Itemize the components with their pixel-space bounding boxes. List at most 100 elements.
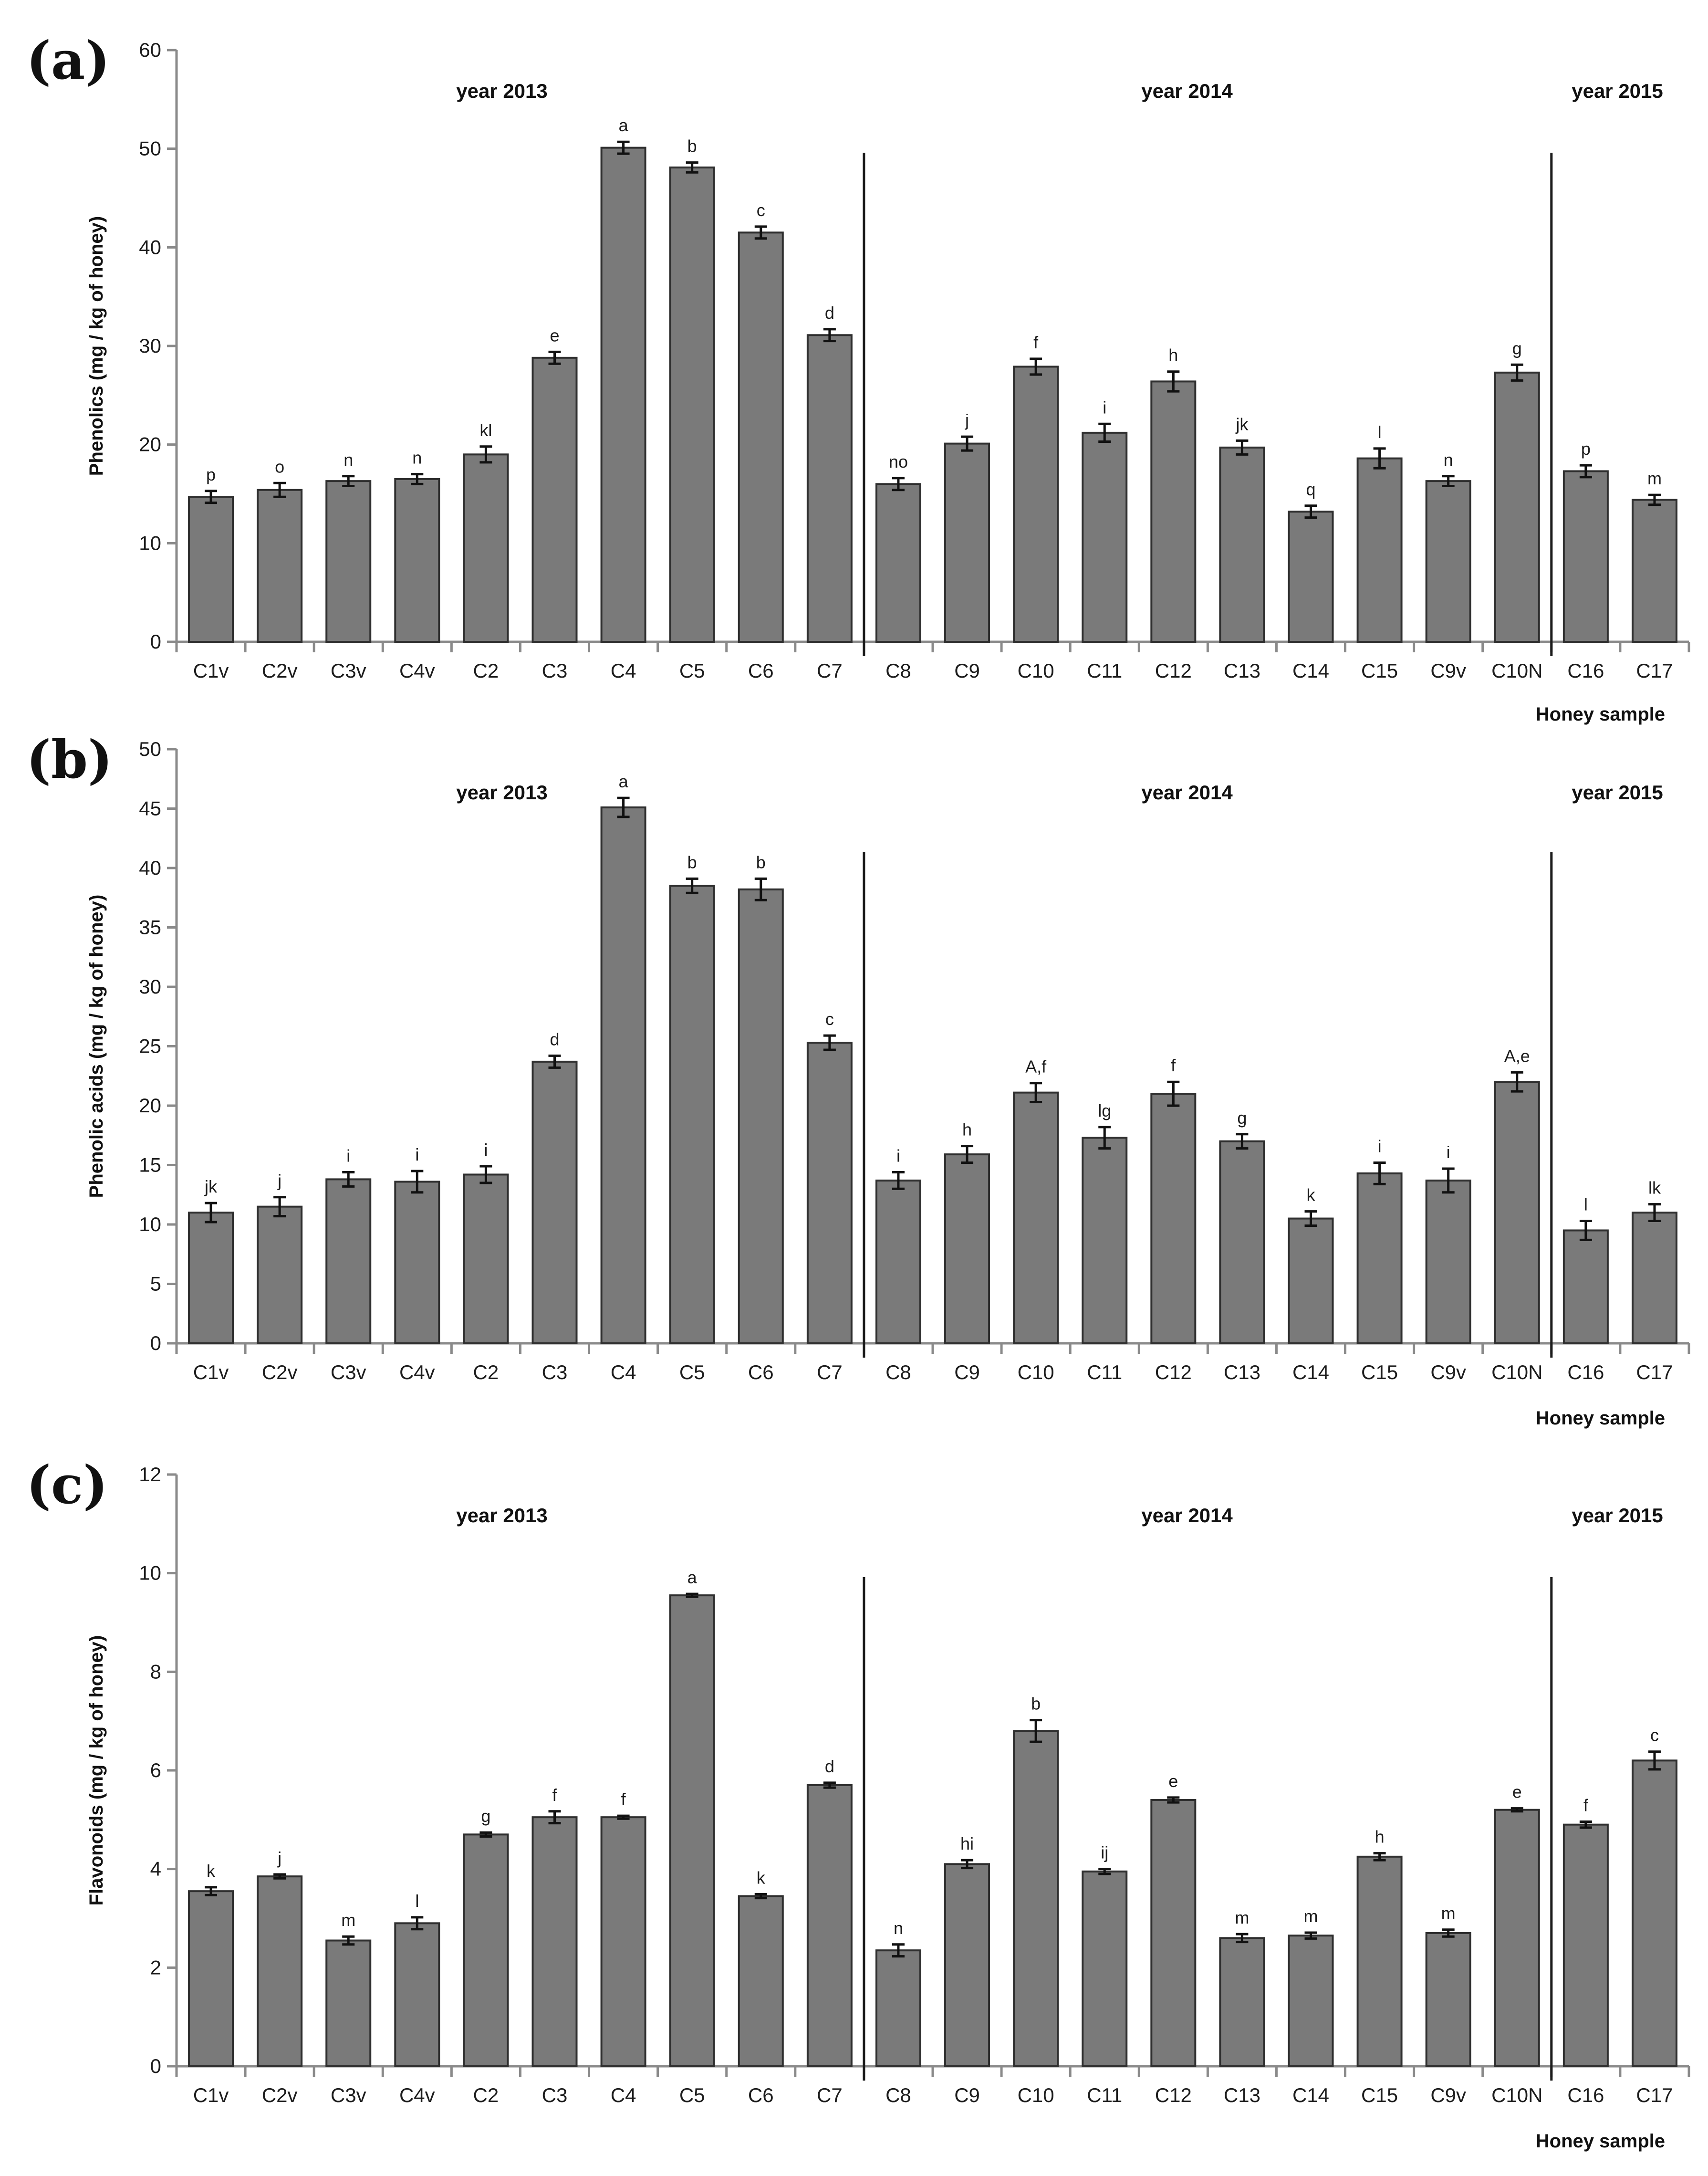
- significance-letter: no: [889, 452, 908, 471]
- significance-letter: n: [894, 1918, 903, 1938]
- bar-C16: [1562, 470, 1609, 643]
- y-tick-label: 4: [150, 1858, 161, 1880]
- bar-C13: [1219, 1140, 1265, 1344]
- x-axis-title: Honey sample: [1536, 1408, 1665, 1429]
- significance-letter: g: [1237, 1108, 1247, 1128]
- significance-letter: lk: [1648, 1178, 1661, 1198]
- significance-letter: kl: [479, 420, 492, 440]
- significance-letter: f: [552, 1785, 557, 1805]
- year-label: year 2014: [1141, 781, 1233, 804]
- significance-letter: g: [481, 1806, 490, 1826]
- x-tick-label: C3: [542, 2084, 568, 2106]
- y-tick-label: 60: [139, 39, 161, 61]
- bar-C3: [531, 1060, 578, 1345]
- y-tick-label: 30: [139, 975, 161, 998]
- bar-C11: [1082, 431, 1128, 643]
- panel-label: (b): [26, 729, 113, 790]
- bar-C15: [1356, 457, 1403, 643]
- x-tick-label: C14: [1292, 659, 1329, 682]
- bar-C13: [1219, 1937, 1265, 2067]
- x-tick-label: C3: [542, 659, 568, 682]
- x-tick-label: C17: [1636, 659, 1673, 682]
- x-tick-label: C1v: [193, 659, 229, 682]
- significance-letter: a: [619, 115, 629, 135]
- significance-letter: hi: [960, 1834, 974, 1853]
- year-label: year 2015: [1572, 781, 1663, 804]
- year-label: year 2013: [456, 781, 548, 804]
- significance-letter: m: [1647, 469, 1662, 488]
- y-axis-title: Phenolics (mg / kg of honey): [86, 216, 107, 476]
- x-tick-label: C5: [679, 2084, 705, 2106]
- significance-letter: k: [207, 1861, 216, 1881]
- bar-C1v: [188, 496, 234, 643]
- x-tick-label: C5: [679, 659, 705, 682]
- bar-C3v: [325, 480, 372, 643]
- year-label: year 2015: [1572, 80, 1663, 102]
- significance-letter: h: [1375, 1827, 1385, 1847]
- bar-C1v: [188, 1212, 234, 1345]
- bar-C8: [875, 483, 921, 643]
- bar-C9v: [1425, 480, 1471, 643]
- significance-letter: j: [277, 1171, 281, 1191]
- significance-letter: p: [1581, 439, 1591, 459]
- panel-label: (a): [26, 30, 110, 91]
- y-tick-label: 0: [150, 2055, 161, 2077]
- x-tick-label: C16: [1567, 2084, 1604, 2106]
- significance-letter: jk: [204, 1177, 218, 1196]
- bar-C4v: [394, 1922, 440, 2067]
- y-tick-label: 15: [139, 1154, 161, 1176]
- chart-panel-a: (a) 0 10 20 30 40 50 60 year 2013 year 2014 year 2…: [26, 30, 1690, 725]
- x-tick-label: C3v: [331, 659, 366, 682]
- x-tick-label: C4: [611, 1361, 636, 1383]
- bar-C3: [531, 356, 578, 643]
- significance-letter: jk: [1235, 414, 1249, 434]
- x-tick-label: C11: [1087, 659, 1122, 682]
- x-tick-label: C4: [611, 659, 636, 682]
- x-tick-label: C2: [473, 2084, 499, 2106]
- x-tick-label: C15: [1361, 659, 1398, 682]
- x-tick-label: C12: [1155, 2084, 1192, 2106]
- y-tick-label: 6: [150, 1759, 161, 1781]
- x-tick-label: C4v: [399, 2084, 435, 2106]
- x-tick-label: C9v: [1430, 659, 1466, 682]
- significance-letter: k: [757, 1868, 766, 1887]
- significance-letter: l: [415, 1891, 419, 1911]
- bar-C17: [1631, 499, 1677, 643]
- x-tick-label: C17: [1636, 1361, 1673, 1383]
- x-tick-label: C6: [748, 1361, 774, 1383]
- bar-C5: [669, 166, 715, 643]
- bar-C2: [463, 1833, 509, 2067]
- bar-C11: [1082, 1870, 1128, 2067]
- x-tick-label: C9: [954, 659, 980, 682]
- bar-C15: [1356, 1855, 1403, 2067]
- y-tick-label: 45: [139, 797, 161, 820]
- year-label: year 2013: [456, 80, 548, 102]
- significance-letter: p: [206, 465, 216, 484]
- significance-letter: n: [1444, 450, 1453, 470]
- bar-C17: [1631, 1212, 1677, 1345]
- significance-letter: m: [341, 1910, 355, 1930]
- significance-letter: i: [1447, 1142, 1450, 1162]
- bar-C10: [1013, 366, 1059, 643]
- x-tick-label: C13: [1224, 1361, 1260, 1383]
- significance-letter: d: [550, 1029, 559, 1049]
- x-tick-label: C9: [954, 2084, 980, 2106]
- significance-letter: A,e: [1504, 1046, 1530, 1066]
- significance-letter: f: [1583, 1795, 1589, 1815]
- bar-C10N: [1494, 371, 1540, 643]
- significance-letter: n: [412, 448, 422, 468]
- bar-C12: [1150, 380, 1197, 643]
- y-tick-label: 10: [139, 1562, 161, 1584]
- y-tick-label: 12: [139, 1463, 161, 1486]
- x-tick-label: C12: [1155, 1361, 1192, 1383]
- y-tick-label: 30: [139, 335, 161, 357]
- x-tick-label: C10: [1018, 2084, 1054, 2106]
- x-tick-label: C12: [1155, 659, 1192, 682]
- x-tick-label: C8: [885, 1361, 911, 1383]
- bar-C3: [531, 1816, 578, 2068]
- bar-C2v: [257, 1205, 303, 1344]
- year-label: year 2014: [1141, 1504, 1233, 1527]
- bar-C14: [1288, 1935, 1334, 2068]
- year-label: year 2014: [1141, 80, 1233, 102]
